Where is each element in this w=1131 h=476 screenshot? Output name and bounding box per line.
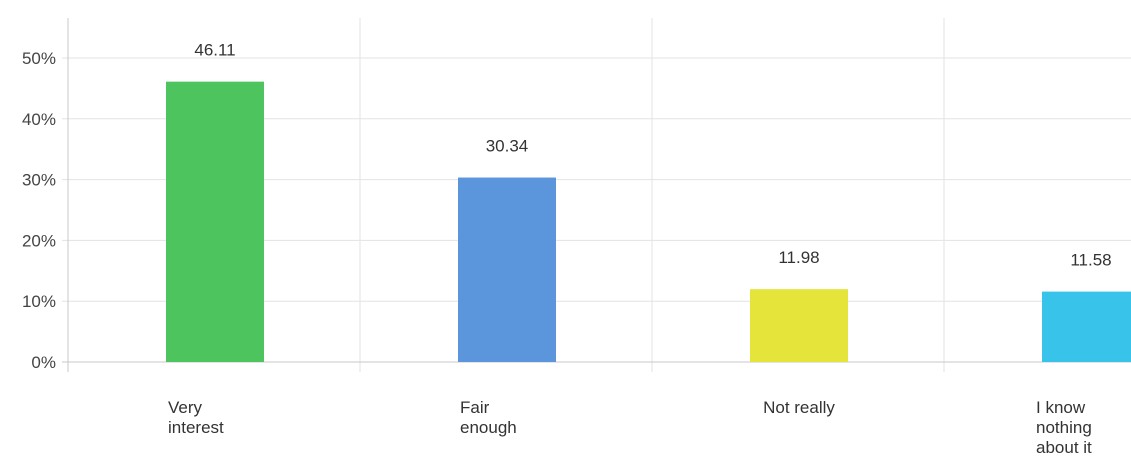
y-tick-label: 10%: [22, 292, 56, 311]
x-category-label: interest: [168, 418, 224, 437]
bar: [458, 177, 556, 362]
x-category-label: Very: [168, 398, 203, 417]
bar: [166, 81, 264, 363]
x-category-label: Fair: [460, 398, 490, 417]
bar: [1042, 291, 1131, 362]
bar-layer: [166, 81, 1131, 363]
x-category-label: I know: [1036, 398, 1086, 417]
y-tick-label: 30%: [22, 171, 56, 190]
y-tick-label: 50%: [22, 49, 56, 68]
x-category-label: nothing: [1036, 418, 1092, 437]
bar-value-label: 46.11: [194, 41, 235, 60]
y-tick-label: 40%: [22, 110, 56, 129]
bar: [750, 289, 848, 362]
bar-value-label: 11.98: [778, 248, 819, 267]
x-category-label: about it: [1036, 438, 1092, 457]
bar-value-label: 30.34: [486, 137, 529, 156]
y-tick-label: 0%: [31, 353, 56, 372]
x-category-label: enough: [460, 418, 517, 437]
bar-value-label: 11.58: [1070, 251, 1111, 270]
y-tick-label: 20%: [22, 231, 56, 250]
x-category-label: Not really: [763, 398, 835, 417]
